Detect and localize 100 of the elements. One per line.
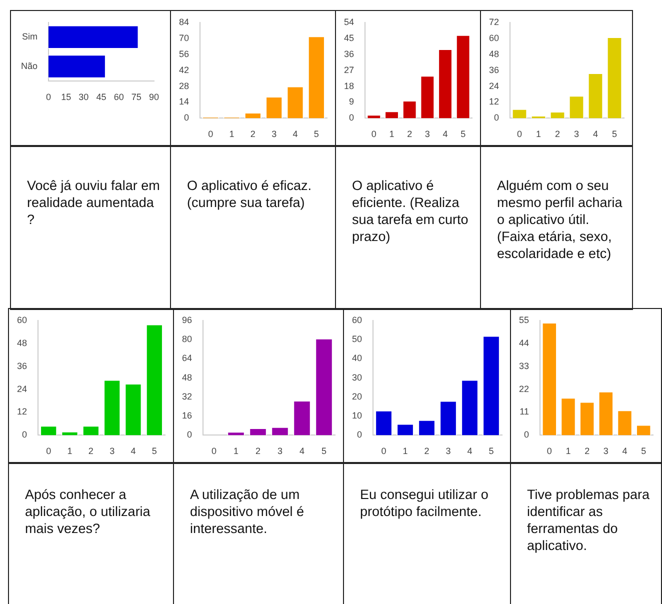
y-tick-label: 80 bbox=[182, 334, 192, 344]
x-tick-label: 0 bbox=[546, 446, 552, 456]
x-tick-label: 75 bbox=[131, 92, 142, 102]
x-tick-label: 2 bbox=[424, 446, 430, 456]
y-tick-label: 50 bbox=[352, 334, 362, 344]
x-tick-label: 0 bbox=[381, 446, 386, 456]
y-tick-label: 20 bbox=[352, 391, 362, 402]
y-tick-label: 60 bbox=[352, 314, 362, 325]
x-tick-label: 0 bbox=[46, 92, 52, 102]
x-tick-label: 1 bbox=[402, 446, 408, 456]
x-tick-label: 0 bbox=[46, 446, 52, 456]
y-tick-label: 12 bbox=[488, 96, 500, 107]
y-tick-label: 18 bbox=[344, 80, 354, 91]
y-tick-label: Sim bbox=[22, 32, 38, 42]
x-tick-label: 2 bbox=[250, 129, 256, 140]
x-tick-label: 4 bbox=[622, 446, 628, 456]
y-tick-label: 54 bbox=[344, 16, 354, 27]
x-tick-label: 30 bbox=[78, 92, 89, 102]
y-tick-label: 44 bbox=[518, 338, 530, 348]
y-tick-label: 24 bbox=[488, 80, 500, 91]
x-tick-label: 4 bbox=[130, 446, 136, 456]
x-tick-label: 45 bbox=[96, 92, 106, 102]
x-tick-label: 2 bbox=[88, 446, 94, 456]
x-tick-label: 5 bbox=[612, 129, 618, 140]
y-tick-label: 0 bbox=[184, 112, 190, 123]
y-tick-label: 0 bbox=[186, 430, 192, 440]
y-tick-label: 70 bbox=[178, 32, 190, 43]
x-tick-label: 1 bbox=[234, 446, 239, 456]
x-tick-label: 2 bbox=[584, 446, 590, 456]
text: Tive problemas para identificar as ferramentas do aplicativo. bbox=[510, 463, 662, 604]
text: Eu consegui utilizar o protótipo facilmente. bbox=[343, 463, 511, 604]
y-tick-label: 11 bbox=[520, 406, 530, 417]
x-tick-label: 2 bbox=[555, 129, 560, 140]
x-tick-label: 1 bbox=[67, 446, 72, 456]
x-tick-label: 15 bbox=[61, 92, 72, 102]
x-tick-label: 5 bbox=[152, 446, 157, 456]
y-tick-label: 72 bbox=[488, 16, 500, 27]
y-tick-label: 0 bbox=[494, 112, 500, 123]
y-tick-label: 36 bbox=[16, 360, 28, 371]
text: Você já ouviu falar em realidade aumentada ? bbox=[10, 146, 171, 310]
x-tick-label: 5 bbox=[641, 446, 646, 456]
y-tick-label: 10 bbox=[352, 410, 362, 421]
y-tick-label: 55 bbox=[518, 314, 530, 325]
y-tick-label: 0 bbox=[356, 430, 362, 440]
y-tick-label: 24 bbox=[16, 384, 28, 394]
x-tick-label: 5 bbox=[321, 446, 327, 456]
x-tick-label: 90 bbox=[148, 92, 160, 102]
y-tick-label: 32 bbox=[182, 391, 192, 402]
y-tick-label: 14 bbox=[178, 96, 190, 107]
text: Alguém com o seu mesmo perfil acharia o aplicativo útil.(Faixa etária, sexo, escolaridade e etc) bbox=[480, 146, 633, 310]
y-tick-label: 64 bbox=[182, 353, 192, 364]
x-tick-label: 5 bbox=[314, 129, 319, 140]
y-tick-label: 96 bbox=[182, 314, 192, 325]
text: O aplicativo é eficaz. (cumpre sua tarefa) bbox=[170, 146, 336, 310]
y-tick-label: 40 bbox=[352, 353, 362, 364]
y-tick-label: 60 bbox=[488, 32, 500, 43]
y-tick-label: 84 bbox=[178, 16, 190, 27]
x-tick-label: 5 bbox=[460, 129, 466, 140]
x-tick-label: 5 bbox=[488, 446, 494, 456]
x-tick-label: 0 bbox=[212, 446, 217, 456]
y-tick-label: 12 bbox=[16, 406, 28, 417]
x-tick-label: 4 bbox=[592, 129, 598, 140]
y-tick-label: 48 bbox=[182, 372, 192, 382]
x-tick-label: 3 bbox=[446, 446, 451, 456]
y-tick-label: 48 bbox=[488, 48, 500, 59]
y-tick-label: 22 bbox=[518, 384, 530, 394]
text: Após conhecer a aplicação, o utilizaria mais vezes? bbox=[8, 463, 174, 604]
y-tick-label: 56 bbox=[178, 48, 190, 59]
y-tick-label: 36 bbox=[488, 64, 500, 75]
x-tick-label: 3 bbox=[277, 446, 283, 456]
text: A utilização de um dispositivo móvel é interessante. bbox=[173, 463, 344, 604]
y-tick-label: 28 bbox=[178, 80, 190, 91]
y-tick-label: 48 bbox=[16, 338, 28, 348]
y-tick-label: 27 bbox=[344, 64, 354, 75]
x-tick-label: 4 bbox=[467, 446, 472, 456]
y-tick-label: 16 bbox=[182, 410, 192, 421]
x-tick-label: 60 bbox=[114, 92, 124, 102]
x-tick-label: 4 bbox=[299, 446, 305, 456]
x-tick-label: 3 bbox=[110, 446, 115, 456]
y-tick-label: 0 bbox=[524, 430, 530, 440]
y-tick-label: 33 bbox=[518, 360, 530, 371]
x-tick-label: 1 bbox=[229, 129, 234, 140]
y-tick-label: 36 bbox=[344, 48, 354, 59]
y-tick-label: Não bbox=[20, 60, 38, 71]
x-tick-label: 3 bbox=[424, 129, 430, 140]
x-tick-label: 2 bbox=[407, 129, 412, 140]
y-tick-label: 60 bbox=[16, 314, 28, 325]
y-tick-label: 45 bbox=[344, 32, 354, 43]
x-tick-label: 0 bbox=[208, 129, 214, 140]
y-tick-label: 0 bbox=[348, 112, 354, 123]
y-tick-label: 42 bbox=[178, 64, 190, 75]
x-tick-label: 3 bbox=[603, 446, 608, 456]
y-tick-label: 9 bbox=[348, 96, 354, 107]
x-tick-label: 1 bbox=[389, 129, 394, 140]
x-tick-label: 4 bbox=[442, 129, 448, 140]
x-tick-label: 1 bbox=[566, 446, 571, 456]
x-tick-label: 3 bbox=[272, 129, 277, 140]
text: O aplicativo é eficiente. (Realiza sua tarefa em curto prazo) bbox=[335, 146, 481, 310]
y-tick-label: 30 bbox=[352, 372, 362, 382]
y-tick-label: 0 bbox=[22, 430, 28, 440]
